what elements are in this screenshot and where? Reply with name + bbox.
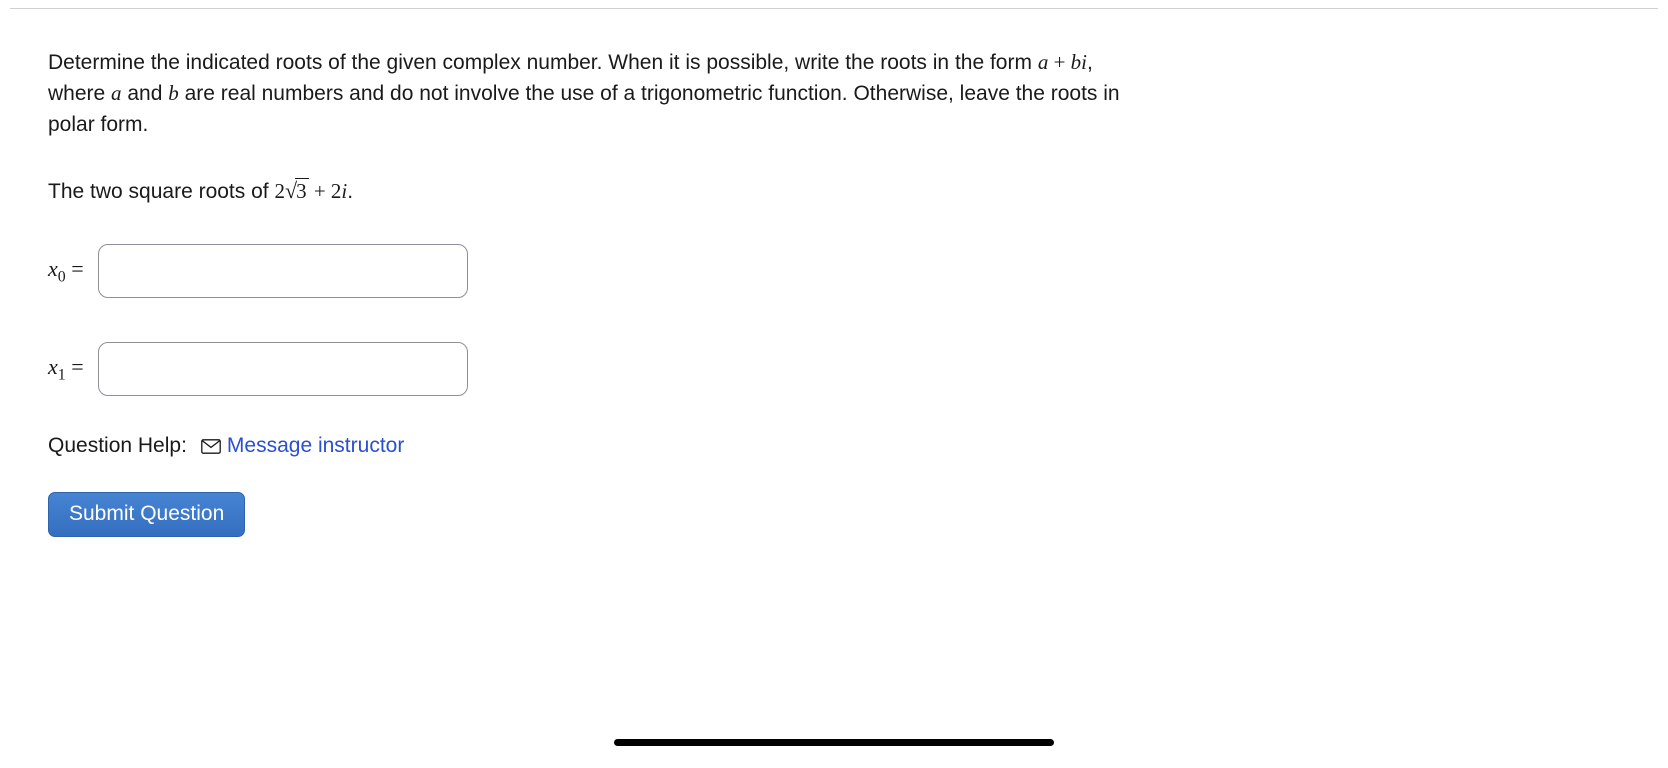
x1-var: x (48, 354, 58, 379)
plus-sign: + (309, 179, 331, 203)
submit-label: Submit Question (69, 502, 224, 525)
question-help-label: Question Help: (48, 434, 187, 458)
x1-eq: = (66, 354, 84, 379)
math-plus: + (1048, 50, 1070, 74)
answer-label-x0: x0 = (48, 256, 84, 287)
answer-label-x1: x1 = (48, 354, 84, 385)
math-b: b (1071, 50, 1082, 74)
math-a: a (1038, 50, 1049, 74)
period: . (347, 180, 353, 203)
question-prompt: Determine the indicated roots of the giv… (48, 47, 1152, 140)
home-indicator (614, 739, 1054, 746)
question-subprompt: The two square roots of 2√3 + 2i. (48, 178, 1152, 204)
mail-icon (201, 439, 221, 454)
prompt-text-1: Determine the indicated roots of the giv… (48, 51, 1038, 74)
answer-input-x0[interactable] (98, 244, 468, 298)
x1-sub: 1 (58, 367, 66, 384)
answer-row-x1: x1 = (48, 342, 1152, 396)
page: Determine the indicated roots of the giv… (0, 8, 1668, 768)
sqrt-expression: √3 (285, 178, 309, 204)
radicand: 3 (295, 178, 309, 203)
math-var-b: b (168, 81, 179, 105)
message-instructor-link[interactable]: Message instructor (201, 434, 404, 458)
submit-question-button[interactable]: Submit Question (48, 492, 245, 537)
x0-sub: 0 (58, 269, 66, 286)
answer-input-x1[interactable] (98, 342, 468, 396)
prompt-text-3: and (122, 82, 169, 105)
message-instructor-text: Message instructor (227, 434, 404, 458)
coef-2: 2 (331, 179, 342, 203)
x0-eq: = (66, 256, 84, 281)
math-var-a: a (111, 81, 122, 105)
question-container: Determine the indicated roots of the giv… (0, 9, 1200, 557)
question-help-row: Question Help: Message instructor (48, 434, 1152, 458)
answer-row-x0: x0 = (48, 244, 1152, 298)
prompt-text-4: are real numbers and do not involve the … (48, 82, 1120, 135)
x0-var: x (48, 256, 58, 281)
subprompt-pre: The two square roots of (48, 180, 274, 203)
coef-1: 2 (274, 179, 285, 203)
